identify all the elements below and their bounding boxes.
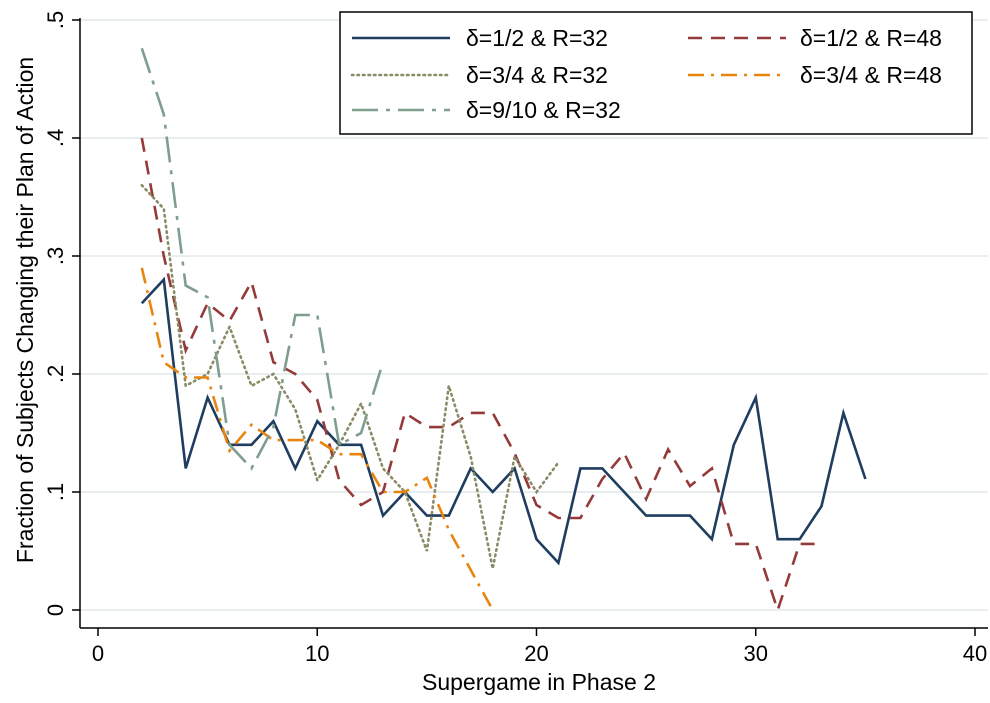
legend-label-2: δ=3/4 & R=32 [466,62,608,88]
legend: δ=1/2 & R=32 δ=1/2 & R=48 δ=3/4 & R=32 δ=3/… [339,11,973,135]
x-tick-label-3: 30 [744,641,768,666]
x-axis-title: Supergame in Phase 2 [422,669,656,695]
legend-box [339,11,973,135]
series-line-3 [140,267,494,611]
legend-label-1: δ=1/2 & R=48 [800,25,942,51]
legend-label-3: δ=3/4 & R=48 [800,62,942,88]
axes: 0 .1 .2 .3 .4 .5 0 10 20 30 40 [43,11,988,666]
series-line-2 [140,183,560,569]
series-line-1 [140,137,822,615]
x-tick-label-0: 0 [92,641,104,666]
series-line-0 [140,276,867,566]
y-tick-label-4: .4 [43,129,68,147]
series-line-4 [140,47,385,471]
y-axis-title: Fraction of Subjects Changing their Plan… [12,57,38,563]
legend-label-4: δ=9/10 & R=32 [466,97,621,123]
series-lines [140,47,867,615]
y-tick-label-3: .3 [43,247,68,265]
legend-label-0: δ=1/2 & R=32 [466,25,608,51]
y-tick-label-2: .2 [43,365,68,383]
y-tick-label-5: .5 [43,11,68,29]
x-tick-label-2: 20 [524,641,548,666]
y-tick-label-1: .1 [43,483,68,501]
x-tick-label-4: 40 [963,641,987,666]
x-tick-label-1: 10 [305,641,329,666]
y-tick-label-0: 0 [43,604,68,616]
